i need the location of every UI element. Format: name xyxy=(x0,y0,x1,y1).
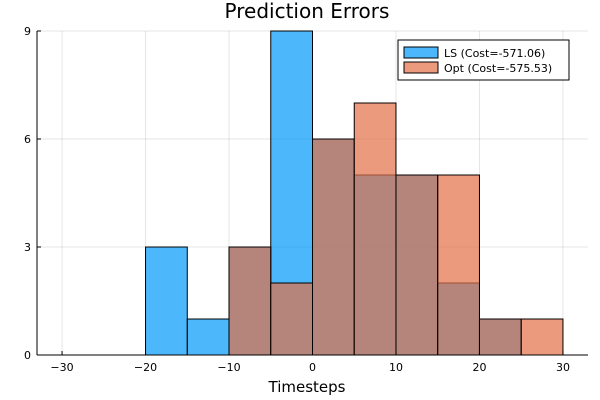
bar-series-2 xyxy=(520,318,564,356)
bar-series-2 xyxy=(353,102,397,356)
axes xyxy=(36,30,588,356)
x-tick-label: 20 xyxy=(472,361,486,374)
bar-series-1 xyxy=(145,246,188,356)
chart-title: Prediction Errors xyxy=(225,0,390,23)
x-tick-label: 10 xyxy=(389,361,403,374)
y-tick-label: 3 xyxy=(24,241,31,254)
bar-series-2 xyxy=(228,246,272,356)
x-tick-label: −10 xyxy=(217,361,240,374)
y-tick-label: 9 xyxy=(24,25,31,38)
x-axis-label: Timesteps xyxy=(268,378,346,396)
tick-labels: −30 −20 −10 0 10 20 30 0 3 6 9 xyxy=(24,25,570,374)
x-tick-label: −20 xyxy=(134,361,157,374)
legend-label-series-2: Opt (Cost=-575.53) xyxy=(444,62,552,75)
x-tick-label: −30 xyxy=(50,361,73,374)
bar-series-2 xyxy=(395,174,439,356)
bar-series-2 xyxy=(478,318,522,356)
x-tick-label: 0 xyxy=(309,361,316,374)
legend-label-series-1: LS (Cost=-571.06) xyxy=(444,47,545,60)
bars xyxy=(145,30,564,356)
y-tick-label: 6 xyxy=(24,133,31,146)
bar-series-1 xyxy=(186,318,230,356)
x-tick-label: 30 xyxy=(556,361,570,374)
bar-series-2 xyxy=(270,282,313,356)
bar-series-2 xyxy=(312,138,355,356)
legend: LS (Cost=-571.06) Opt (Cost=-575.53) xyxy=(397,39,570,81)
legend-swatch-series-2 xyxy=(403,61,439,74)
legend-swatch-series-1 xyxy=(403,46,439,59)
y-tick-label: 0 xyxy=(24,349,31,362)
bar-series-2 xyxy=(437,174,480,356)
